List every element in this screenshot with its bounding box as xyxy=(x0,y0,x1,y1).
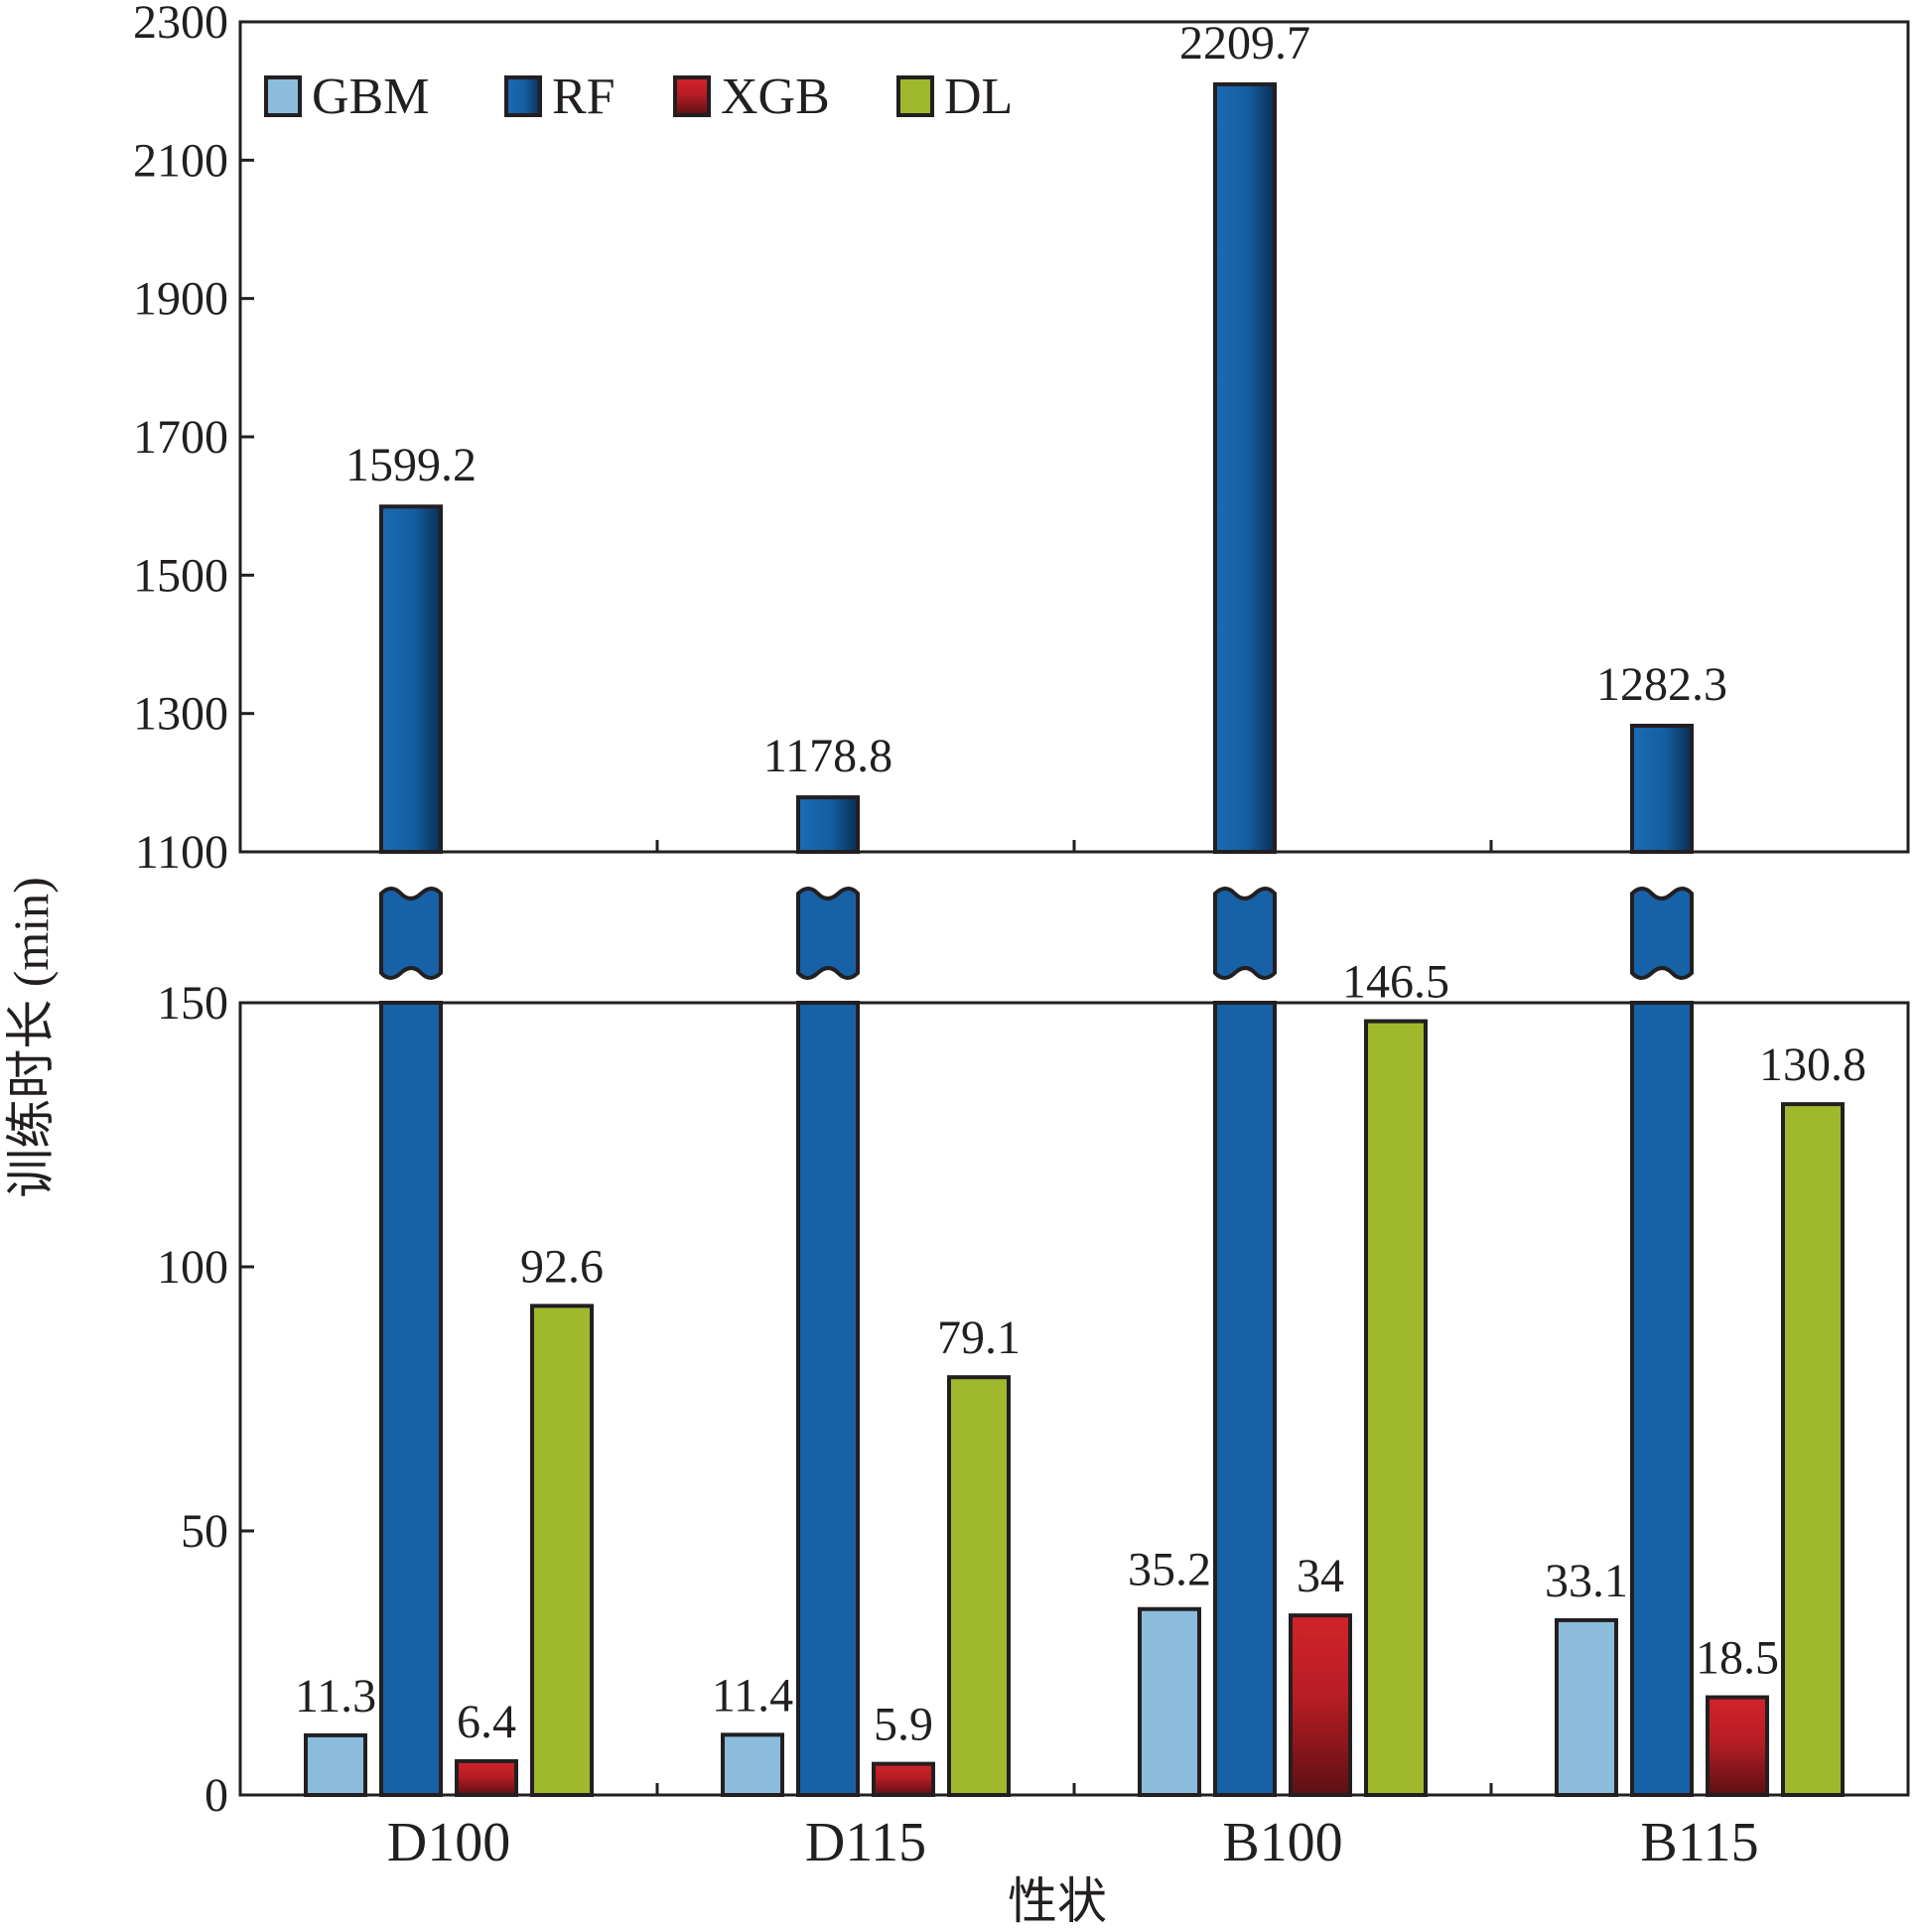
data-label: 5.9 xyxy=(874,1699,933,1751)
legend-swatch-xgb xyxy=(673,75,711,117)
legend-label-gbm: GBM xyxy=(312,69,429,125)
y-tick-label: 2300 xyxy=(133,0,228,49)
y-tick-label: 1700 xyxy=(133,411,228,464)
axis-break xyxy=(1630,887,1694,980)
data-label: 130.8 xyxy=(1759,1038,1866,1091)
bar-rf xyxy=(379,504,443,854)
upper-axis-panel: 1100 1300 1500 1700 1900 2100 2300 1599.2 1178.8… xyxy=(133,0,1910,879)
bar-gbm xyxy=(1138,1606,1201,1797)
legend-label-xgb: XGB xyxy=(721,69,830,125)
data-label: 34 xyxy=(1297,1550,1344,1602)
bar-gbm xyxy=(1555,1617,1618,1797)
bar-dl xyxy=(1781,1102,1845,1798)
axis-break-markers xyxy=(379,887,1694,980)
y-tick-label: 1100 xyxy=(135,826,228,879)
y-tick-label: 0 xyxy=(205,1769,228,1822)
y-tick-label: 2100 xyxy=(133,134,228,187)
legend-label-dl: DL xyxy=(944,69,1013,125)
data-label: 33.1 xyxy=(1545,1555,1628,1607)
bar-xgb xyxy=(1706,1695,1769,1797)
legend-label-rf: RF xyxy=(552,69,616,125)
data-label: 35.2 xyxy=(1128,1544,1211,1596)
x-category-label: B100 xyxy=(1222,1812,1342,1873)
data-label: 1178.8 xyxy=(763,730,892,782)
bar-rf xyxy=(796,795,860,854)
axis-break xyxy=(379,887,443,980)
axis-break xyxy=(1213,887,1277,980)
x-axis-title: 性状 xyxy=(1008,1873,1107,1929)
y-tick-label: 1300 xyxy=(133,688,228,741)
legend-swatch-dl xyxy=(896,75,934,117)
bar-xgb xyxy=(455,1758,518,1798)
data-label: 1282.3 xyxy=(1596,658,1727,711)
bar-rf-lower xyxy=(1213,1001,1277,1797)
data-label: 18.5 xyxy=(1696,1632,1779,1685)
lower-axis-panel: 0 50 100 150 D100 D115 B100 B115 11.3 11.4 35.2 33.… xyxy=(157,956,1910,1873)
y-tick-label: 50 xyxy=(181,1505,228,1558)
bar-xgb xyxy=(1289,1613,1352,1797)
data-label: 92.6 xyxy=(520,1240,604,1293)
x-category-label: D115 xyxy=(805,1812,926,1873)
data-label: 11.4 xyxy=(712,1669,793,1722)
bar-xgb xyxy=(872,1761,935,1798)
bar-gbm xyxy=(721,1732,784,1798)
x-category-label: B115 xyxy=(1640,1812,1758,1873)
legend: GBM RF XGB DL xyxy=(264,69,1013,125)
bar-rf-lower xyxy=(379,1001,443,1797)
bar-gbm xyxy=(304,1732,367,1798)
data-label: 146.5 xyxy=(1342,956,1449,1009)
y-tick-label: 100 xyxy=(157,1241,228,1294)
data-label: 1599.2 xyxy=(345,439,477,491)
y-tick-label: 1900 xyxy=(133,273,228,326)
x-category-label: D100 xyxy=(387,1812,510,1873)
bar-dl xyxy=(1364,1019,1428,1797)
y-tick-label: 1500 xyxy=(133,549,228,602)
data-label: 6.4 xyxy=(457,1696,516,1748)
bar-rf xyxy=(1630,723,1694,855)
bar-rf xyxy=(1213,81,1277,854)
data-label: 11.3 xyxy=(295,1670,376,1723)
legend-swatch-gbm xyxy=(264,75,302,117)
axis-break xyxy=(796,887,860,980)
data-label: 79.1 xyxy=(937,1311,1021,1364)
bar-rf-lower xyxy=(796,1001,860,1797)
data-label: 2209.7 xyxy=(1179,17,1310,69)
legend-swatch-rf xyxy=(504,75,542,117)
bar-dl xyxy=(530,1304,594,1798)
bar-rf-lower xyxy=(1630,1001,1694,1797)
y-tick-label: 150 xyxy=(157,977,228,1030)
bar-dl xyxy=(947,1375,1011,1797)
y-axis-title: 训练时长 (min) xyxy=(3,877,59,1198)
